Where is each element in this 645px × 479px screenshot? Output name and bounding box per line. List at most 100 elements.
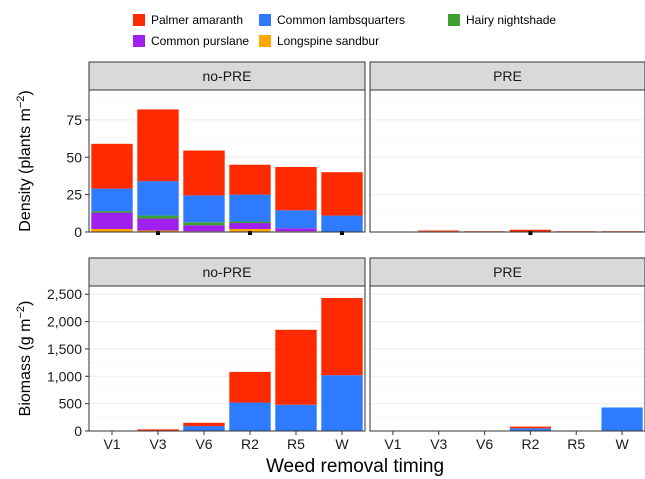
legend-swatch — [133, 14, 145, 26]
x-tick-label: V1 — [384, 436, 401, 452]
bar-segment — [137, 215, 179, 219]
y-axis-title-text: Density (plants m — [17, 108, 34, 232]
bar-segment — [275, 166, 317, 211]
bar-segment — [183, 195, 225, 223]
legend-label: Hairy nightshade — [466, 13, 556, 27]
panel-border — [88, 285, 366, 432]
bar-segment — [418, 230, 460, 232]
error-mark — [528, 231, 533, 235]
bar-segment — [91, 211, 133, 213]
y-tick-label: 0 — [74, 423, 82, 439]
bar-segment — [275, 404, 317, 431]
panel-border — [88, 89, 366, 233]
bar-segment — [509, 426, 552, 429]
y-axis-title-close: ) — [17, 90, 34, 95]
bar-segment — [229, 164, 271, 195]
bar-segment — [321, 215, 363, 232]
bar-segment — [275, 329, 317, 405]
y-axis-title-text: Biomass (g m — [17, 319, 34, 417]
y-axis-title-close: ) — [17, 301, 34, 306]
panel-border — [369, 285, 645, 432]
error-mark — [156, 231, 160, 235]
x-tick-label: V3 — [430, 436, 447, 452]
x-tick-label: R2 — [241, 436, 259, 452]
bar-segment — [229, 223, 271, 230]
x-axis-title: Weed removal timing — [266, 456, 444, 477]
bar-segment — [183, 422, 225, 427]
y-tick-label: 75 — [66, 112, 82, 128]
legend-swatch — [259, 14, 271, 26]
legend-swatch — [133, 35, 145, 47]
y-axis-title-density: Density (plants m−2) — [15, 90, 34, 231]
bar-segment — [601, 407, 643, 431]
bar-segment — [321, 375, 363, 431]
bar-segment — [321, 298, 363, 376]
bar-segment — [91, 188, 133, 212]
panel-background — [370, 90, 645, 232]
bar-segment — [229, 221, 271, 224]
y-axis-title-biomass: Biomass (g m−2) — [15, 301, 34, 417]
facet-strip-label: no-PRE — [202, 68, 251, 84]
y-tick-label: 500 — [59, 396, 83, 412]
bar-segment — [183, 150, 225, 196]
x-tick-label: W — [335, 436, 349, 452]
legend-label: Common lambsquarters — [277, 13, 405, 27]
facet-strip — [369, 61, 645, 91]
bar-segment — [137, 429, 179, 431]
facet-strip-label: PRE — [493, 68, 522, 84]
bar-segment — [509, 229, 552, 232]
facet-strip-label: no-PRE — [202, 264, 251, 280]
bar-segment — [137, 218, 179, 231]
bar-segment — [137, 109, 179, 182]
legend-label: Longspine sandbur — [277, 34, 379, 48]
facet-strip — [369, 257, 645, 287]
bar-segment — [229, 371, 271, 403]
y-tick-label: 1,500 — [47, 341, 82, 357]
legend-label: Palmer amaranth — [151, 13, 243, 27]
bar-segment — [229, 229, 271, 232]
bar-segment — [275, 228, 317, 232]
y-axis-title-superscript: −2 — [15, 96, 27, 109]
error-mark — [248, 231, 252, 235]
facet-strip-label: PRE — [493, 264, 522, 280]
x-tick-label: R2 — [521, 436, 539, 452]
y-tick-label: 2,000 — [47, 314, 82, 330]
facet-strip — [88, 257, 366, 287]
panel-background — [370, 286, 645, 431]
bar-segment — [321, 172, 363, 216]
bar-segment — [137, 181, 179, 216]
bar-segment — [91, 143, 133, 189]
panel-border — [369, 89, 645, 233]
bar-segment — [183, 222, 225, 226]
panel-background — [89, 286, 365, 431]
bar-segment — [275, 210, 317, 229]
bar-segment — [91, 212, 133, 230]
x-tick-label: W — [615, 436, 629, 452]
y-tick-label: 0 — [74, 224, 82, 240]
x-tick-label: V3 — [149, 436, 166, 452]
legend-swatch — [448, 14, 460, 26]
bar-segment — [91, 229, 133, 232]
x-tick-label: R5 — [567, 436, 585, 452]
y-tick-label: 25 — [66, 187, 82, 203]
bar-segment — [183, 426, 225, 431]
facet-strip — [88, 61, 366, 91]
y-tick-label: 50 — [66, 149, 82, 165]
legend: Palmer amaranth Common lambsquarters Hairy… — [133, 13, 556, 48]
panel-background — [89, 90, 365, 232]
bar-segment — [509, 428, 552, 431]
bar-segment — [229, 402, 271, 431]
x-tick-label: V1 — [103, 436, 120, 452]
x-tick-label: V6 — [195, 436, 212, 452]
legend-label: Common purslane — [151, 34, 249, 48]
legend-swatch — [259, 35, 271, 47]
bar-segment — [183, 225, 225, 232]
facet-panels: no-PRE 0 25 50 75 PRE no-PRE 0 500 1,000 1,500 2,00… — [47, 61, 645, 452]
x-tick-label: V6 — [476, 436, 493, 452]
x-tick-label: R5 — [287, 436, 305, 452]
error-mark — [340, 231, 344, 235]
bar-segment — [229, 194, 271, 222]
y-tick-label: 1,000 — [47, 368, 82, 384]
y-tick-label: 2,500 — [47, 286, 82, 302]
